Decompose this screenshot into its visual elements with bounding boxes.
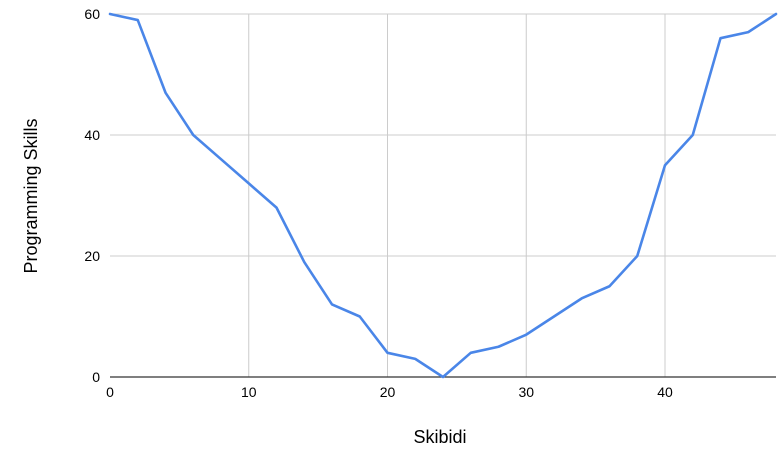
data-point [219, 157, 223, 161]
y-tick-label-60: 60 [84, 6, 100, 22]
y-axis-title: Programming Skills [21, 118, 41, 273]
data-point [496, 345, 500, 349]
data-point [274, 205, 278, 209]
data-point [524, 332, 528, 336]
data-point [441, 375, 445, 379]
data-point [607, 284, 611, 288]
x-tick-label-40: 40 [657, 384, 673, 400]
data-point [108, 12, 112, 16]
data-point [413, 357, 417, 361]
data-point [302, 260, 306, 264]
data-point [746, 30, 750, 34]
series-line-0 [108, 12, 778, 379]
data-point [469, 351, 473, 355]
data-point [774, 12, 778, 16]
grid-lines [110, 13, 776, 377]
data-point [691, 133, 695, 137]
data-series [108, 12, 778, 379]
data-point [247, 181, 251, 185]
data-point [163, 90, 167, 94]
data-point [718, 36, 722, 40]
y-tick-label-0: 0 [92, 369, 100, 385]
x-tick-label-30: 30 [518, 384, 534, 400]
x-tick-label-10: 10 [241, 384, 257, 400]
data-point [385, 351, 389, 355]
x-axis-title: Skibidi [413, 427, 466, 447]
y-tick-label-40: 40 [84, 127, 100, 143]
data-point [635, 254, 639, 258]
data-point [136, 18, 140, 22]
y-tick-label-20: 20 [84, 248, 100, 264]
data-point [330, 302, 334, 306]
data-point [358, 314, 362, 318]
data-point [552, 314, 556, 318]
x-tick-label-0: 0 [106, 384, 114, 400]
tick-labels: 0 10 20 30 40 0 20 40 60 [84, 6, 673, 400]
x-tick-label-20: 20 [380, 384, 396, 400]
data-point [580, 296, 584, 300]
data-point [191, 133, 195, 137]
data-point [663, 163, 667, 167]
